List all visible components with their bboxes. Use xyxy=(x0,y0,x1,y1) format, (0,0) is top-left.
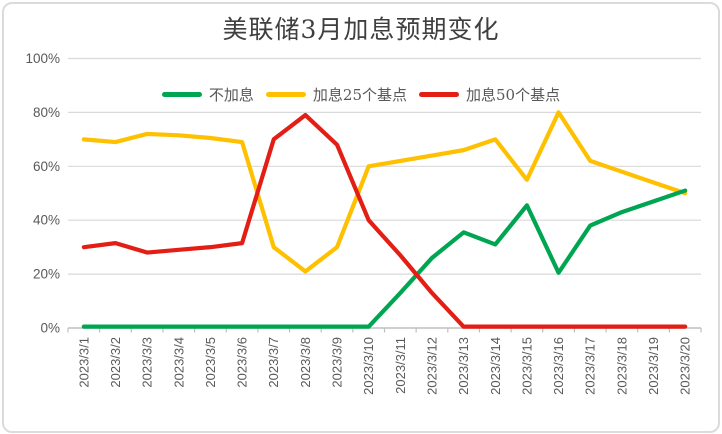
x-tick-label: 2023/3/7 xyxy=(266,337,281,388)
y-tick-label: 80% xyxy=(33,105,60,120)
legend-label: 加息50个基点 xyxy=(466,86,561,104)
legend-item: 加息50个基点 xyxy=(419,84,560,105)
y-tick-label: 40% xyxy=(33,213,60,228)
legend-item: 不加息 xyxy=(161,84,254,105)
legend: 不加息 加息25个基点 加息50个基点 xyxy=(0,84,722,105)
y-tick-label: 20% xyxy=(33,267,60,282)
legend-item: 加息25个基点 xyxy=(265,84,407,105)
legend-line-swatch xyxy=(161,92,202,97)
legend-line-swatch xyxy=(265,92,306,97)
series-line-no-hike xyxy=(81,188,688,329)
x-tick-label: 2023/3/12 xyxy=(424,337,439,395)
x-tick-label: 2023/3/8 xyxy=(298,337,313,388)
series-line-hike-50bp xyxy=(81,112,688,329)
x-tick-label: 2023/3/1 xyxy=(76,337,91,388)
x-tick-label: 2023/3/16 xyxy=(551,337,566,395)
legend-label: 加息25个基点 xyxy=(312,86,407,104)
y-tick-label: 100% xyxy=(25,51,60,66)
x-tick-label: 2023/3/19 xyxy=(646,337,661,395)
y-tick-label: 60% xyxy=(33,159,60,174)
x-tick-label: 2023/3/15 xyxy=(519,337,534,395)
x-tick-label: 2023/3/11 xyxy=(393,337,408,394)
x-tick-label: 2023/3/10 xyxy=(361,337,376,395)
x-tick-label: 2023/3/20 xyxy=(678,337,693,395)
legend-line-swatch xyxy=(419,92,459,97)
x-tick-label: 2023/3/13 xyxy=(456,337,471,395)
x-tick-label: 2023/3/3 xyxy=(140,337,155,388)
x-tick-label: 2023/3/9 xyxy=(330,337,345,388)
x-tick-label: 2023/3/18 xyxy=(614,337,629,395)
x-tick-label: 2023/3/5 xyxy=(203,337,218,388)
x-tick-label: 2023/3/4 xyxy=(171,337,186,388)
x-tick-label: 2023/3/17 xyxy=(583,337,598,395)
series-line-hike-25bp xyxy=(81,110,688,274)
y-tick-label: 0% xyxy=(40,321,60,336)
legend-label: 不加息 xyxy=(208,86,254,104)
x-tick-label: 2023/3/14 xyxy=(488,337,503,395)
chart-title: 美联储3月加息预期变化 xyxy=(222,15,500,44)
x-tick-label: 2023/3/2 xyxy=(108,337,123,388)
x-tick-label: 2023/3/6 xyxy=(235,337,250,388)
